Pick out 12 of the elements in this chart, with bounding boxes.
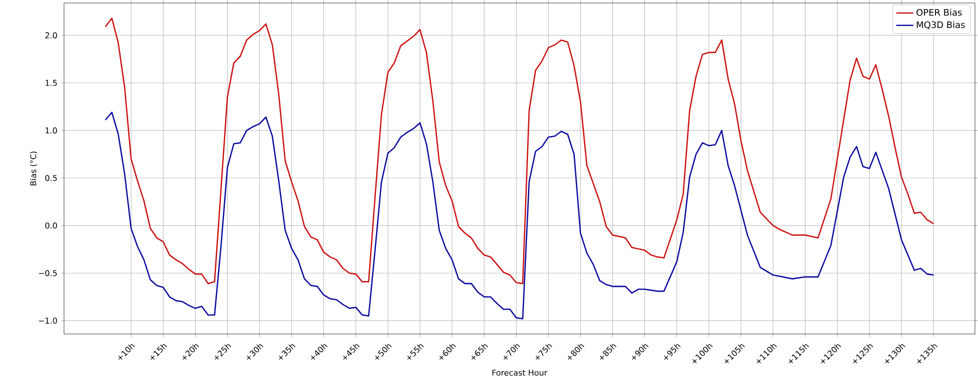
legend-label: OPER Bias bbox=[916, 8, 962, 16]
line-series bbox=[104, 112, 934, 320]
y-tick-label: 1.5 bbox=[46, 80, 57, 86]
x-axis-title: Forecast Hour bbox=[492, 370, 548, 376]
legend-label: MQ3D Bias bbox=[916, 21, 965, 30]
y-tick-label: −1.0 bbox=[38, 318, 57, 324]
y-axis-title: Bias (°C) bbox=[30, 152, 38, 186]
y-tick-label: 2.0 bbox=[45, 32, 57, 38]
y-tick-label: 0.0 bbox=[45, 222, 57, 229]
y-tick-label: 0.5 bbox=[45, 174, 57, 182]
y-tick-label: −0.5 bbox=[38, 270, 57, 276]
y-tick-label: 1.0 bbox=[46, 127, 57, 134]
